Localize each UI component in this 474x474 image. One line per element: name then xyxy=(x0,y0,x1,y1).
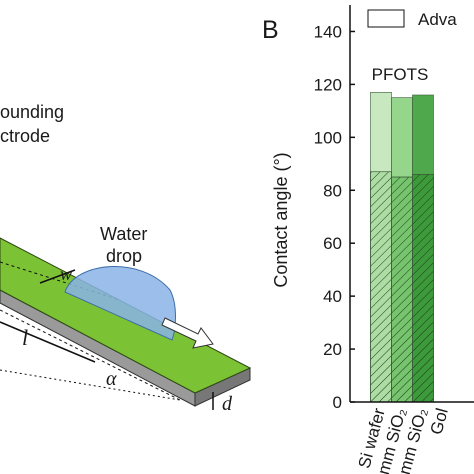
y-tick-label: 40 xyxy=(323,287,342,306)
label: ctrode xyxy=(0,126,50,146)
label: w xyxy=(60,264,72,284)
dimension-l xyxy=(0,321,96,363)
y-axis-label: Contact angle (°) xyxy=(271,152,291,287)
x-tick-label: Gol xyxy=(427,406,452,436)
y-tick-label: 0 xyxy=(333,393,342,412)
hatch xyxy=(370,171,392,403)
y-tick-label: 120 xyxy=(314,75,342,94)
diagram: ounding ctrode Water drop w l α d xyxy=(0,102,252,415)
label: ounding xyxy=(0,102,64,122)
y-tick-label: 60 xyxy=(323,234,342,253)
panel-label: B xyxy=(262,16,279,44)
hatch xyxy=(391,176,413,403)
dimension-w xyxy=(39,269,76,284)
label: drop xyxy=(106,246,142,266)
y-tick-label: 20 xyxy=(323,340,342,359)
y-tick-label: 140 xyxy=(314,22,342,41)
arrow xyxy=(161,317,214,349)
legend-label: Adva xyxy=(418,10,457,29)
label: d xyxy=(222,393,233,415)
hatch xyxy=(412,174,434,403)
label: Water xyxy=(100,224,147,244)
annotation: PFOTS xyxy=(372,65,429,84)
y-tick-label: 100 xyxy=(314,128,342,147)
legend-swatch xyxy=(367,9,405,28)
label: α xyxy=(106,368,117,390)
dashed-line xyxy=(0,369,181,401)
label: l xyxy=(22,325,28,350)
y-tick-label: 80 xyxy=(323,181,342,200)
